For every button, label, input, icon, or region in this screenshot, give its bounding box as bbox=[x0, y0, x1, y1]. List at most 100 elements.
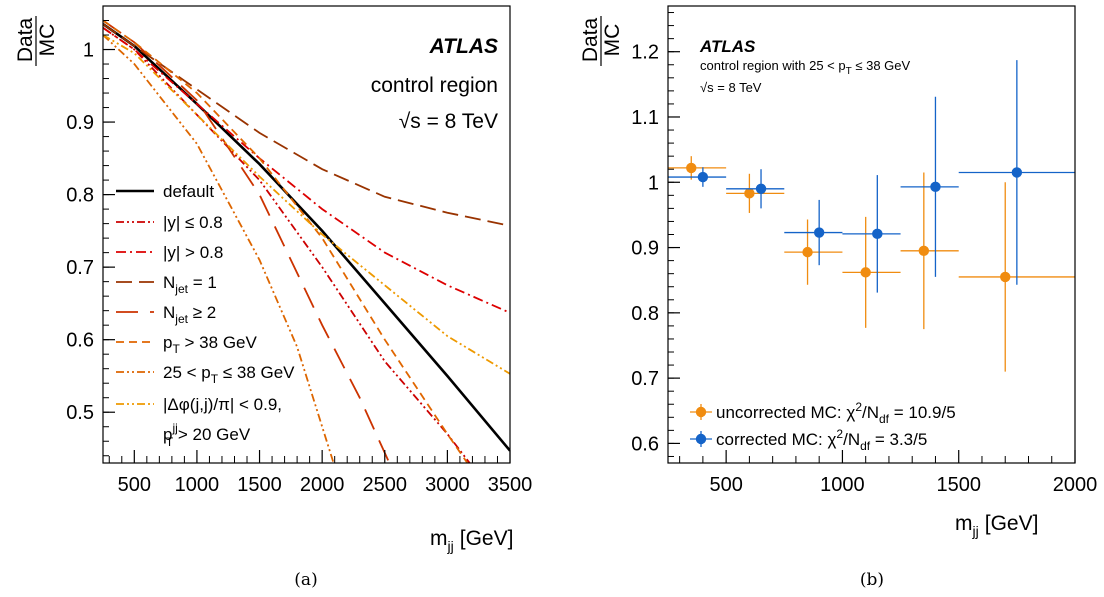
x-tick-label: 500 bbox=[709, 474, 742, 496]
x-tick-label: 1000 bbox=[820, 474, 865, 496]
data-point-corrected bbox=[813, 227, 825, 238]
legend-text: N bbox=[163, 303, 175, 322]
legend-text: |y| ≤ 0.8 bbox=[163, 213, 223, 232]
legend-marker bbox=[695, 433, 707, 445]
y-tick-label: 0.8 bbox=[66, 185, 94, 207]
data-point-corrected bbox=[930, 181, 941, 193]
legend-text: /N bbox=[843, 430, 860, 449]
y-axis-title-numerator: Data bbox=[14, 18, 37, 63]
y-tick-label: 1 bbox=[83, 40, 94, 62]
legend-subscript: df bbox=[860, 439, 871, 453]
x-axis-title-main: m bbox=[430, 527, 448, 550]
x-tick-label: 1000 bbox=[175, 474, 220, 496]
legend-text: corrected MC: χ bbox=[716, 430, 836, 449]
legend-entry: pT > 38 GeV bbox=[163, 333, 257, 356]
data-point-corrected bbox=[697, 171, 709, 183]
legend-text: = 10.9/5 bbox=[889, 403, 956, 422]
region-label: control region with 25 < pT ≤ 38 GeV bbox=[700, 58, 911, 77]
legend-superscript: 2 bbox=[855, 400, 862, 414]
region-suffix: ≤ 38 GeV bbox=[852, 58, 911, 73]
legend-subscript: T bbox=[211, 372, 219, 386]
legend-text: 25 < p bbox=[163, 363, 211, 382]
x-tick-label: 500 bbox=[118, 474, 151, 496]
legend-text: ≥ 2 bbox=[188, 303, 216, 322]
x-axis-title-main: m bbox=[955, 512, 973, 535]
energy-sqrt-s: √s bbox=[700, 80, 714, 95]
axis-ticks: 500 1000 1500 2000 2500 3000 3500 0.5 0.6 0.7 0.8 0… bbox=[66, 5, 533, 496]
x-axis-title-sub: jj bbox=[972, 523, 979, 539]
y-axis-title-denominator: MC bbox=[36, 24, 59, 57]
x-tick-label: 3500 bbox=[488, 474, 533, 496]
legend-text: uncorrected MC: χ bbox=[716, 403, 855, 422]
x-axis-title-unit: [GeV] bbox=[460, 527, 514, 550]
series-line-2 bbox=[103, 27, 471, 463]
legend-entry: Njet ≥ 2 bbox=[163, 303, 216, 326]
panel-b: Data MC 500 1000 1500 2000 0.6 0.7 0.8 0.9 1 1.1 1… bbox=[579, 5, 1098, 590]
data-point-uncorrected bbox=[686, 162, 697, 174]
legend-text: ≤ 38 GeV bbox=[218, 363, 295, 382]
legend-text: = 3.3/5 bbox=[870, 430, 927, 449]
series-line-8 bbox=[103, 34, 510, 375]
panel-caption-b: (b) bbox=[860, 570, 884, 590]
y-axis-title-numerator: Data bbox=[579, 18, 602, 63]
legend-text: |y| > 0.8 bbox=[163, 243, 223, 262]
legend-text: = 1 bbox=[188, 273, 217, 292]
y-tick-label: 0.7 bbox=[66, 257, 94, 279]
legend-superscript: 2 bbox=[836, 427, 843, 441]
energy-sqrt-s: √s bbox=[399, 110, 421, 133]
y-tick-label: 1.2 bbox=[631, 42, 659, 64]
series-line-5 bbox=[103, 19, 391, 463]
atlas-label: ATLAS bbox=[429, 35, 498, 58]
y-tick-label: 0.7 bbox=[631, 368, 659, 390]
atlas-label: ATLAS bbox=[699, 37, 756, 56]
legend: uncorrected MC: χ2/Ndf = 10.9/5corrected… bbox=[690, 400, 956, 453]
legend-text: > 38 GeV bbox=[180, 333, 258, 352]
x-axis-title-unit: [GeV] bbox=[985, 512, 1039, 535]
series-line-3 bbox=[103, 27, 510, 314]
series-line-6 bbox=[103, 19, 469, 463]
energy-value: = 8 TeV bbox=[714, 80, 762, 95]
legend-text: > 20 GeV bbox=[173, 425, 251, 444]
legend-subscript: T bbox=[166, 435, 174, 449]
y-tick-label: 0.6 bbox=[66, 330, 94, 352]
legend-text: /N bbox=[862, 403, 879, 422]
legend-entry: |Δφ(j,j)/π| < 0.9, bbox=[163, 395, 282, 414]
x-axis-title: mjj [GeV] bbox=[430, 527, 513, 554]
legend-text: N bbox=[163, 273, 175, 292]
legend-text: |Δφ(j,j)/π| < 0.9, bbox=[163, 395, 282, 414]
x-tick-label: 2500 bbox=[363, 474, 408, 496]
data-points bbox=[668, 60, 1075, 372]
legend-text: p bbox=[163, 333, 172, 352]
series-lines bbox=[103, 19, 510, 463]
legend-subscript: T bbox=[172, 342, 180, 356]
legend-entry: uncorrected MC: χ2/Ndf = 10.9/5 bbox=[716, 400, 956, 426]
x-axis-title: mjj [GeV] bbox=[955, 512, 1038, 539]
region-prefix: control region with 25 < p bbox=[700, 58, 846, 73]
data-point-uncorrected bbox=[1000, 271, 1011, 283]
data-point-corrected bbox=[1011, 167, 1023, 178]
legend-subscript: jet bbox=[174, 282, 188, 296]
y-tick-label: 0.9 bbox=[631, 238, 659, 260]
data-point-uncorrected bbox=[802, 246, 813, 258]
legend-entry: |y| ≤ 0.8 bbox=[163, 213, 223, 232]
y-axis-title-denominator: MC bbox=[601, 24, 624, 57]
panel-a: Data MC 500 1000 1500 2000 2500 3000 3500 0.5 0.… bbox=[14, 5, 533, 590]
legend-superscript: jj bbox=[171, 421, 177, 435]
legend-entry: corrected MC: χ2/Ndf = 3.3/5 bbox=[716, 427, 927, 453]
y-tick-label: 0.9 bbox=[66, 112, 94, 134]
axis-ticks: 500 1000 1500 2000 0.6 0.7 0.8 0.9 1 1.1 1.2 bbox=[631, 12, 1098, 496]
legend: default |y| ≤ 0.8 |y| > 0.8 Njet = 1 Njet ≥ … bbox=[116, 182, 295, 449]
legend-entry: default bbox=[163, 182, 214, 201]
x-tick-label: 2000 bbox=[1053, 474, 1098, 496]
data-point-uncorrected bbox=[744, 188, 755, 199]
legend-marker bbox=[695, 406, 707, 418]
panel-caption-a: (a) bbox=[294, 570, 317, 590]
region-label: control region bbox=[371, 74, 498, 97]
y-tick-label: 0.5 bbox=[66, 402, 94, 424]
legend-entry: pjj T > 20 GeV bbox=[163, 421, 251, 449]
x-tick-label: 1500 bbox=[936, 474, 981, 496]
data-point-uncorrected bbox=[860, 267, 871, 278]
data-point-corrected bbox=[872, 228, 883, 240]
y-tick-label: 1 bbox=[648, 172, 659, 194]
